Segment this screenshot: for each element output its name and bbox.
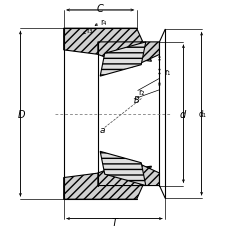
Polygon shape [98,161,159,186]
Text: r₃: r₃ [86,26,93,35]
Text: r₁: r₁ [163,68,169,77]
Text: C: C [96,4,103,14]
Polygon shape [98,43,159,68]
Text: B: B [134,96,139,105]
Text: D: D [18,109,25,119]
Polygon shape [63,166,151,199]
Polygon shape [100,152,145,186]
Text: d₁: d₁ [198,110,206,119]
Text: r₄: r₄ [100,18,106,27]
Text: d: d [178,109,185,119]
Text: r₂: r₂ [137,87,144,96]
Text: T: T [111,217,117,227]
Polygon shape [100,43,145,77]
Text: a: a [99,126,105,135]
Polygon shape [63,29,151,62]
